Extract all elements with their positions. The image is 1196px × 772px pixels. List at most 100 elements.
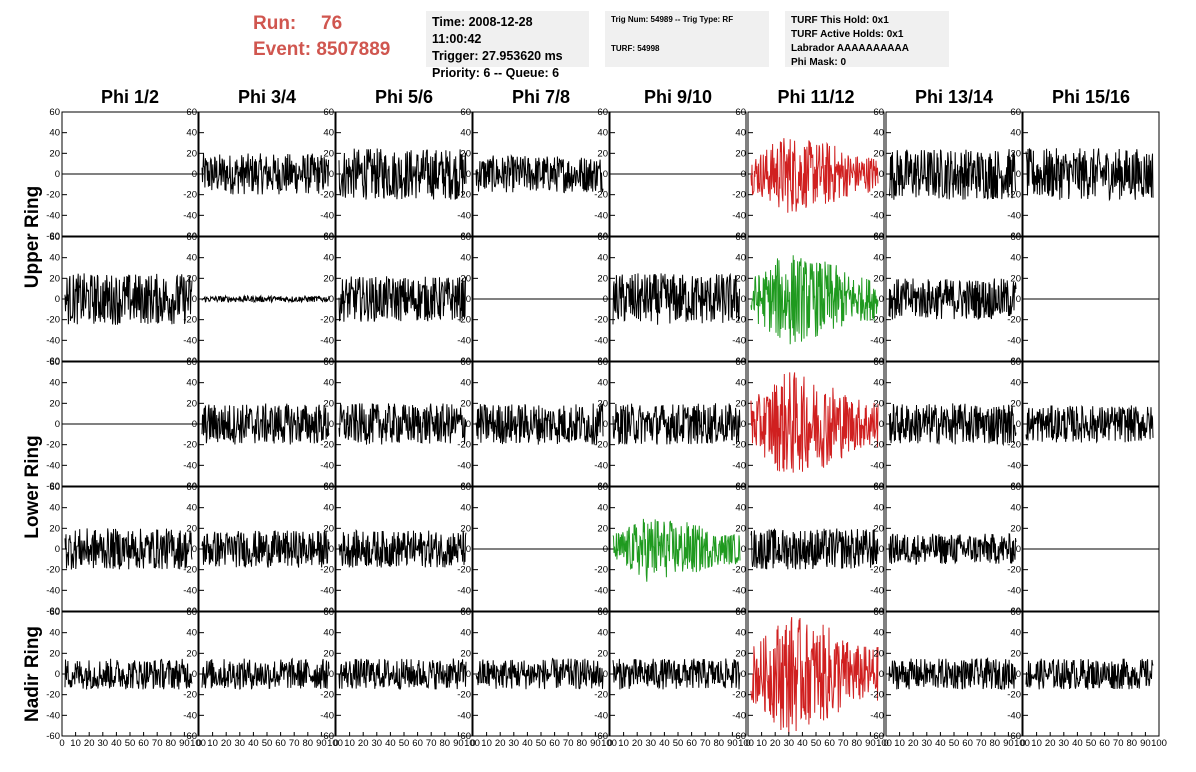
y-tick-label: 40 [460, 253, 471, 264]
x-tick-label: 60 [138, 738, 149, 749]
x-tick-label: 90 [590, 738, 601, 749]
y-tick-label: -20 [320, 565, 334, 576]
y-tick-label: -40 [320, 335, 334, 346]
y-tick-label: 60 [1010, 232, 1021, 243]
y-tick-label: -20 [1007, 565, 1021, 576]
y-tick-label: 0 [603, 419, 608, 430]
y-tick-label: -60 [870, 731, 884, 742]
y-tick-label: -20 [1007, 315, 1021, 326]
column-title: Phi 13/14 [915, 87, 993, 107]
x-tick-label: 80 [852, 738, 863, 749]
x-tick-label: 20 [770, 738, 781, 749]
x-tick-label: 30 [372, 738, 383, 749]
y-tick-label: 0 [603, 669, 608, 680]
y-tick-label: -40 [457, 335, 471, 346]
y-tick-label: -40 [594, 210, 608, 221]
y-tick-label: 0 [329, 169, 334, 180]
x-tick-label: 0 [59, 738, 64, 749]
y-tick-label: 20 [323, 648, 334, 659]
y-tick-label: 60 [597, 232, 608, 243]
y-tick-label: 0 [329, 544, 334, 555]
y-tick-label: 60 [323, 232, 334, 243]
y-tick-label: -40 [457, 585, 471, 596]
waveform-trace [888, 657, 1017, 690]
y-tick-label: -60 [46, 606, 60, 617]
y-tick-label: 20 [873, 148, 884, 159]
y-tick-label: 40 [735, 378, 746, 389]
y-tick-label: 60 [873, 357, 884, 368]
y-tick-label: 40 [323, 378, 334, 389]
waveform-trace [64, 273, 193, 325]
x-tick-label: 100 [327, 738, 343, 749]
y-tick-label: 20 [597, 148, 608, 159]
column-title: Phi 5/6 [375, 87, 433, 107]
x-tick-label: 100 [190, 738, 206, 749]
y-tick-label: 20 [1010, 273, 1021, 284]
x-tick-label: 100 [738, 738, 754, 749]
y-tick-label: -20 [594, 565, 608, 576]
y-tick-label: -60 [320, 731, 334, 742]
y-tick-label: 0 [466, 544, 471, 555]
y-tick-label: -20 [870, 690, 884, 701]
y-tick-label: 40 [186, 628, 197, 639]
y-tick-label: 20 [597, 523, 608, 534]
y-tick-label: 60 [49, 232, 60, 243]
x-tick-label: 40 [935, 738, 946, 749]
y-tick-label: -40 [870, 210, 884, 221]
y-tick-label: 40 [1010, 253, 1021, 264]
x-tick-label: 40 [797, 738, 808, 749]
y-tick-label: 60 [1010, 607, 1021, 618]
y-tick-label: -20 [183, 190, 197, 201]
trigger-line: Trigger: 27.953620 ms [432, 49, 563, 63]
x-tick-label: 20 [84, 738, 95, 749]
x-tick-label: 90 [179, 738, 190, 749]
y-tick-label: -20 [1007, 690, 1021, 701]
y-tick-label: 60 [1010, 107, 1021, 118]
y-tick-label: -40 [594, 460, 608, 471]
y-tick-label: 0 [741, 294, 746, 305]
y-tick-label: 20 [186, 398, 197, 409]
y-tick-label: -40 [1007, 460, 1021, 471]
y-tick-label: -20 [870, 440, 884, 451]
x-tick-label: 10 [756, 738, 767, 749]
y-tick-label: 40 [323, 628, 334, 639]
y-tick-label: -20 [457, 440, 471, 451]
x-tick-label: 90 [865, 738, 876, 749]
y-tick-label: -40 [870, 335, 884, 346]
y-tick-label: 60 [186, 607, 197, 618]
y-tick-label: 20 [323, 273, 334, 284]
column-title: Phi 7/8 [512, 87, 570, 107]
y-tick-label: -60 [46, 731, 60, 742]
y-tick-label: 0 [329, 669, 334, 680]
y-tick-label: 60 [186, 107, 197, 118]
x-tick-label: 100 [1151, 738, 1167, 749]
y-tick-label: 0 [466, 294, 471, 305]
y-tick-label: 60 [735, 107, 746, 118]
y-tick-label: -40 [320, 585, 334, 596]
event-value: 8507889 [316, 39, 391, 60]
y-tick-label: -40 [870, 460, 884, 471]
y-tick-label: 0 [879, 669, 884, 680]
y-tick-label: 0 [879, 419, 884, 430]
y-tick-label: -40 [46, 335, 60, 346]
waveform-trace [1025, 658, 1154, 690]
y-tick-label: 40 [460, 128, 471, 139]
x-tick-label: 30 [235, 738, 246, 749]
priority-line: Priority: 6 -- Queue: 6 [432, 66, 560, 80]
x-tick-label: 20 [1045, 738, 1056, 749]
y-tick-label: 40 [323, 128, 334, 139]
y-tick-label: 40 [735, 253, 746, 264]
y-tick-label: -20 [732, 190, 746, 201]
x-tick-label: 70 [426, 738, 437, 749]
y-tick-label: 40 [49, 503, 60, 514]
y-tick-label: -60 [1007, 731, 1021, 742]
y-tick-label: 60 [1010, 482, 1021, 493]
